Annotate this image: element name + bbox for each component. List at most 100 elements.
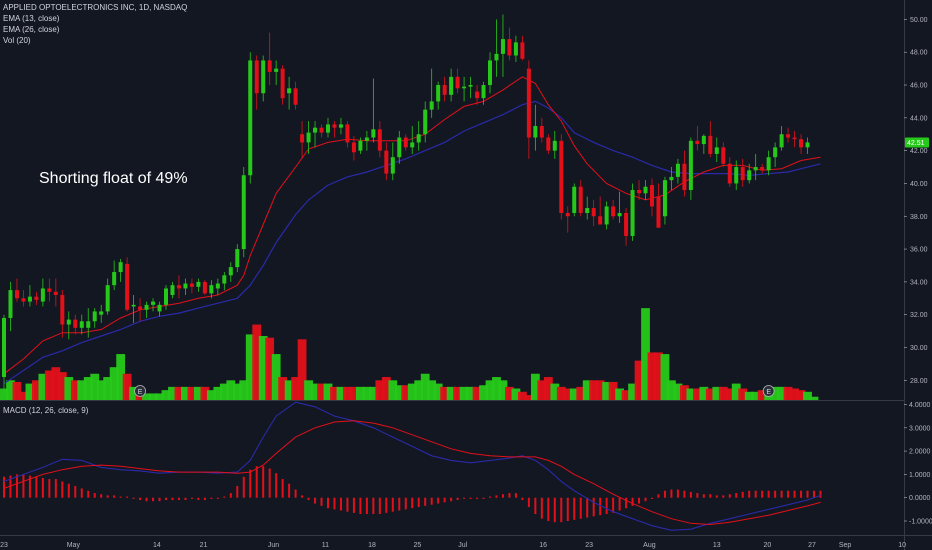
candle-body — [144, 304, 149, 310]
candle-body — [73, 319, 78, 328]
macd-histogram-bar — [813, 490, 815, 498]
macd-histogram-bar — [722, 495, 725, 498]
volume-bar — [673, 383, 683, 400]
candle-body — [326, 124, 330, 133]
time-axis: 23 May 14 21 Jun 11 18 25 Jul 16 23 Aug 13 20 27 Sep 10 — [0, 542, 906, 549]
legend-volume: Vol (20) — [3, 36, 31, 45]
volume-bar — [310, 383, 320, 400]
macd-histogram-bar — [365, 497, 368, 515]
macd-histogram-bar — [411, 497, 414, 509]
macd-histogram-bar — [229, 493, 232, 498]
macd-histogram-bar — [456, 497, 459, 501]
candle-body — [630, 190, 635, 236]
macd-histogram-bar — [424, 497, 427, 506]
candle-body — [384, 150, 389, 174]
volume-bar — [602, 381, 612, 400]
macd-histogram-bar — [35, 476, 38, 498]
price-tick-label: 36.00 — [910, 247, 928, 254]
volume-bar — [718, 386, 728, 400]
macd-histogram-bar — [28, 475, 31, 498]
volume-bar — [291, 377, 300, 400]
macd-histogram-bar — [482, 497, 485, 499]
macd-histogram-bar — [262, 466, 265, 498]
candle-body — [300, 134, 305, 143]
macd-histogram-bar — [48, 479, 51, 498]
volume-bar — [680, 385, 689, 400]
candle-body — [740, 167, 745, 181]
volume-bar — [738, 388, 748, 400]
volume-bar — [44, 370, 54, 400]
macd-histogram-bar — [547, 497, 550, 522]
volume-bar — [777, 386, 786, 400]
time-tick-label: 16 — [539, 542, 547, 549]
macd-histogram-bar — [709, 494, 712, 498]
macd-histogram-bar — [339, 497, 342, 511]
macd-histogram-bar — [372, 497, 375, 515]
candle-body — [105, 285, 110, 312]
candle-body — [578, 186, 583, 213]
candle-body — [371, 129, 376, 138]
volume-bar — [96, 380, 106, 400]
macd-histogram-bar — [579, 497, 582, 519]
macd-histogram-bar — [657, 494, 660, 498]
candle-body — [118, 262, 123, 273]
candle-body — [734, 167, 739, 184]
candle-body — [572, 186, 577, 213]
time-tick-label: 25 — [414, 542, 422, 549]
volume-bar — [155, 393, 164, 400]
volume-bar — [485, 380, 495, 400]
price-tick-label: 32.00 — [910, 312, 928, 319]
volume-bar — [64, 377, 74, 400]
macd-histogram-bar — [800, 490, 803, 498]
volume-bar — [725, 388, 735, 400]
candle-body — [228, 267, 233, 276]
macd-histogram-bar — [320, 497, 323, 506]
volume-bar — [187, 386, 197, 400]
last-price-label: 42.51 — [907, 140, 925, 147]
macd-histogram-bar — [689, 491, 692, 498]
volume-bar — [751, 391, 761, 400]
macd-histogram-bar — [307, 497, 310, 501]
time-tick-label: 21 — [200, 542, 208, 549]
volume-bar — [206, 390, 216, 400]
volume-bar — [459, 386, 469, 400]
macd-histogram-bar — [521, 497, 524, 501]
macd-histogram-bar — [106, 495, 109, 498]
candle-body — [86, 321, 91, 328]
macd-histogram-bar — [314, 497, 317, 504]
volume-bar — [705, 388, 715, 400]
candle-body — [488, 60, 492, 86]
candle-body — [293, 88, 298, 105]
candle-body — [397, 137, 402, 158]
volume-bar — [174, 386, 184, 400]
candle-body — [131, 304, 136, 307]
candle-body — [313, 127, 318, 133]
candle-body — [513, 42, 518, 56]
macd-histogram-bar — [534, 497, 537, 515]
macd-histogram-bar — [301, 495, 304, 498]
price-tick-label: 40.00 — [910, 181, 928, 188]
volume-bar — [582, 380, 592, 400]
candle-body — [604, 206, 609, 225]
macd-histogram-bar — [819, 490, 822, 498]
macd-histogram-bar — [113, 495, 116, 498]
macd-histogram-bar — [352, 497, 355, 513]
volume-bar — [381, 377, 391, 400]
volume-bar — [686, 388, 696, 400]
candle-body — [215, 283, 220, 289]
macd-histogram-bar — [3, 476, 5, 498]
macd-histogram-bar — [268, 468, 271, 498]
candle-body — [99, 311, 104, 315]
volume-bar — [226, 380, 236, 400]
time-tick-label: 14 — [153, 542, 161, 549]
volume-bar — [472, 386, 482, 400]
candle-body — [455, 76, 460, 89]
price-tick-label: 28.00 — [910, 378, 928, 385]
volume-bar — [667, 380, 676, 400]
macd-histogram-bar — [54, 479, 57, 498]
volume-bar — [25, 383, 35, 400]
macd-histogram-bar — [553, 497, 556, 523]
volume-bar — [563, 388, 573, 400]
macd-histogram-bar — [586, 497, 589, 518]
